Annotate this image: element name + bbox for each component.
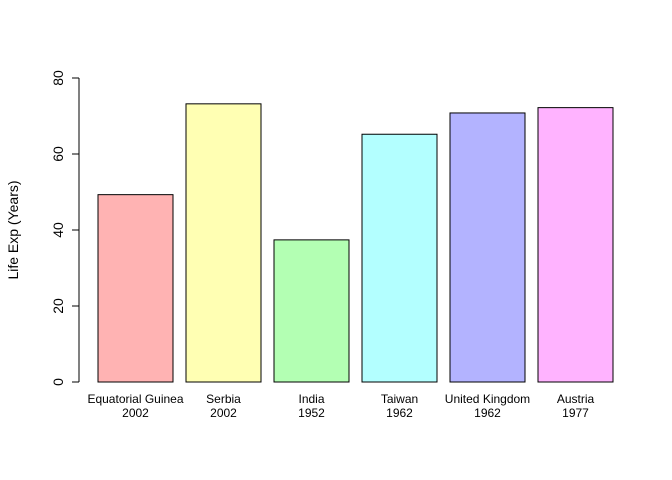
x-axis-labels: Equatorial Guinea2002Serbia2002India1952… [87,392,594,420]
x-category-year: 2002 [122,406,149,420]
bar-serbia [185,103,262,383]
bars [97,103,614,383]
x-category-label: Austria [557,392,595,406]
y-tick-label: 40 [50,222,66,238]
y-tick-label: 60 [50,146,66,162]
y-axis-title: Life Exp (Years) [5,180,21,279]
x-category-year: 1962 [386,406,413,420]
x-category-label: Equatorial Guinea [87,392,183,406]
bar-equatorial-guinea [97,194,174,383]
y-tick-label: 0 [50,378,66,386]
x-category-label: United Kingdom [445,392,530,406]
bar-austria [537,107,614,383]
x-category-label: Serbia [206,392,241,406]
bar-united-kingdom [449,112,526,383]
x-category-label: Taiwan [381,392,418,406]
y-tick-label: 20 [50,298,66,314]
bar-taiwan [361,133,438,383]
x-category-year: 1952 [298,406,325,420]
x-category-year: 1962 [474,406,501,420]
x-category-year: 2002 [210,406,237,420]
y-tick-label: 80 [50,70,66,86]
bar-india [273,239,350,383]
y-axis: 0 20 40 60 80 [50,70,80,386]
x-category-year: 1977 [562,406,589,420]
x-category-label: India [298,392,324,406]
